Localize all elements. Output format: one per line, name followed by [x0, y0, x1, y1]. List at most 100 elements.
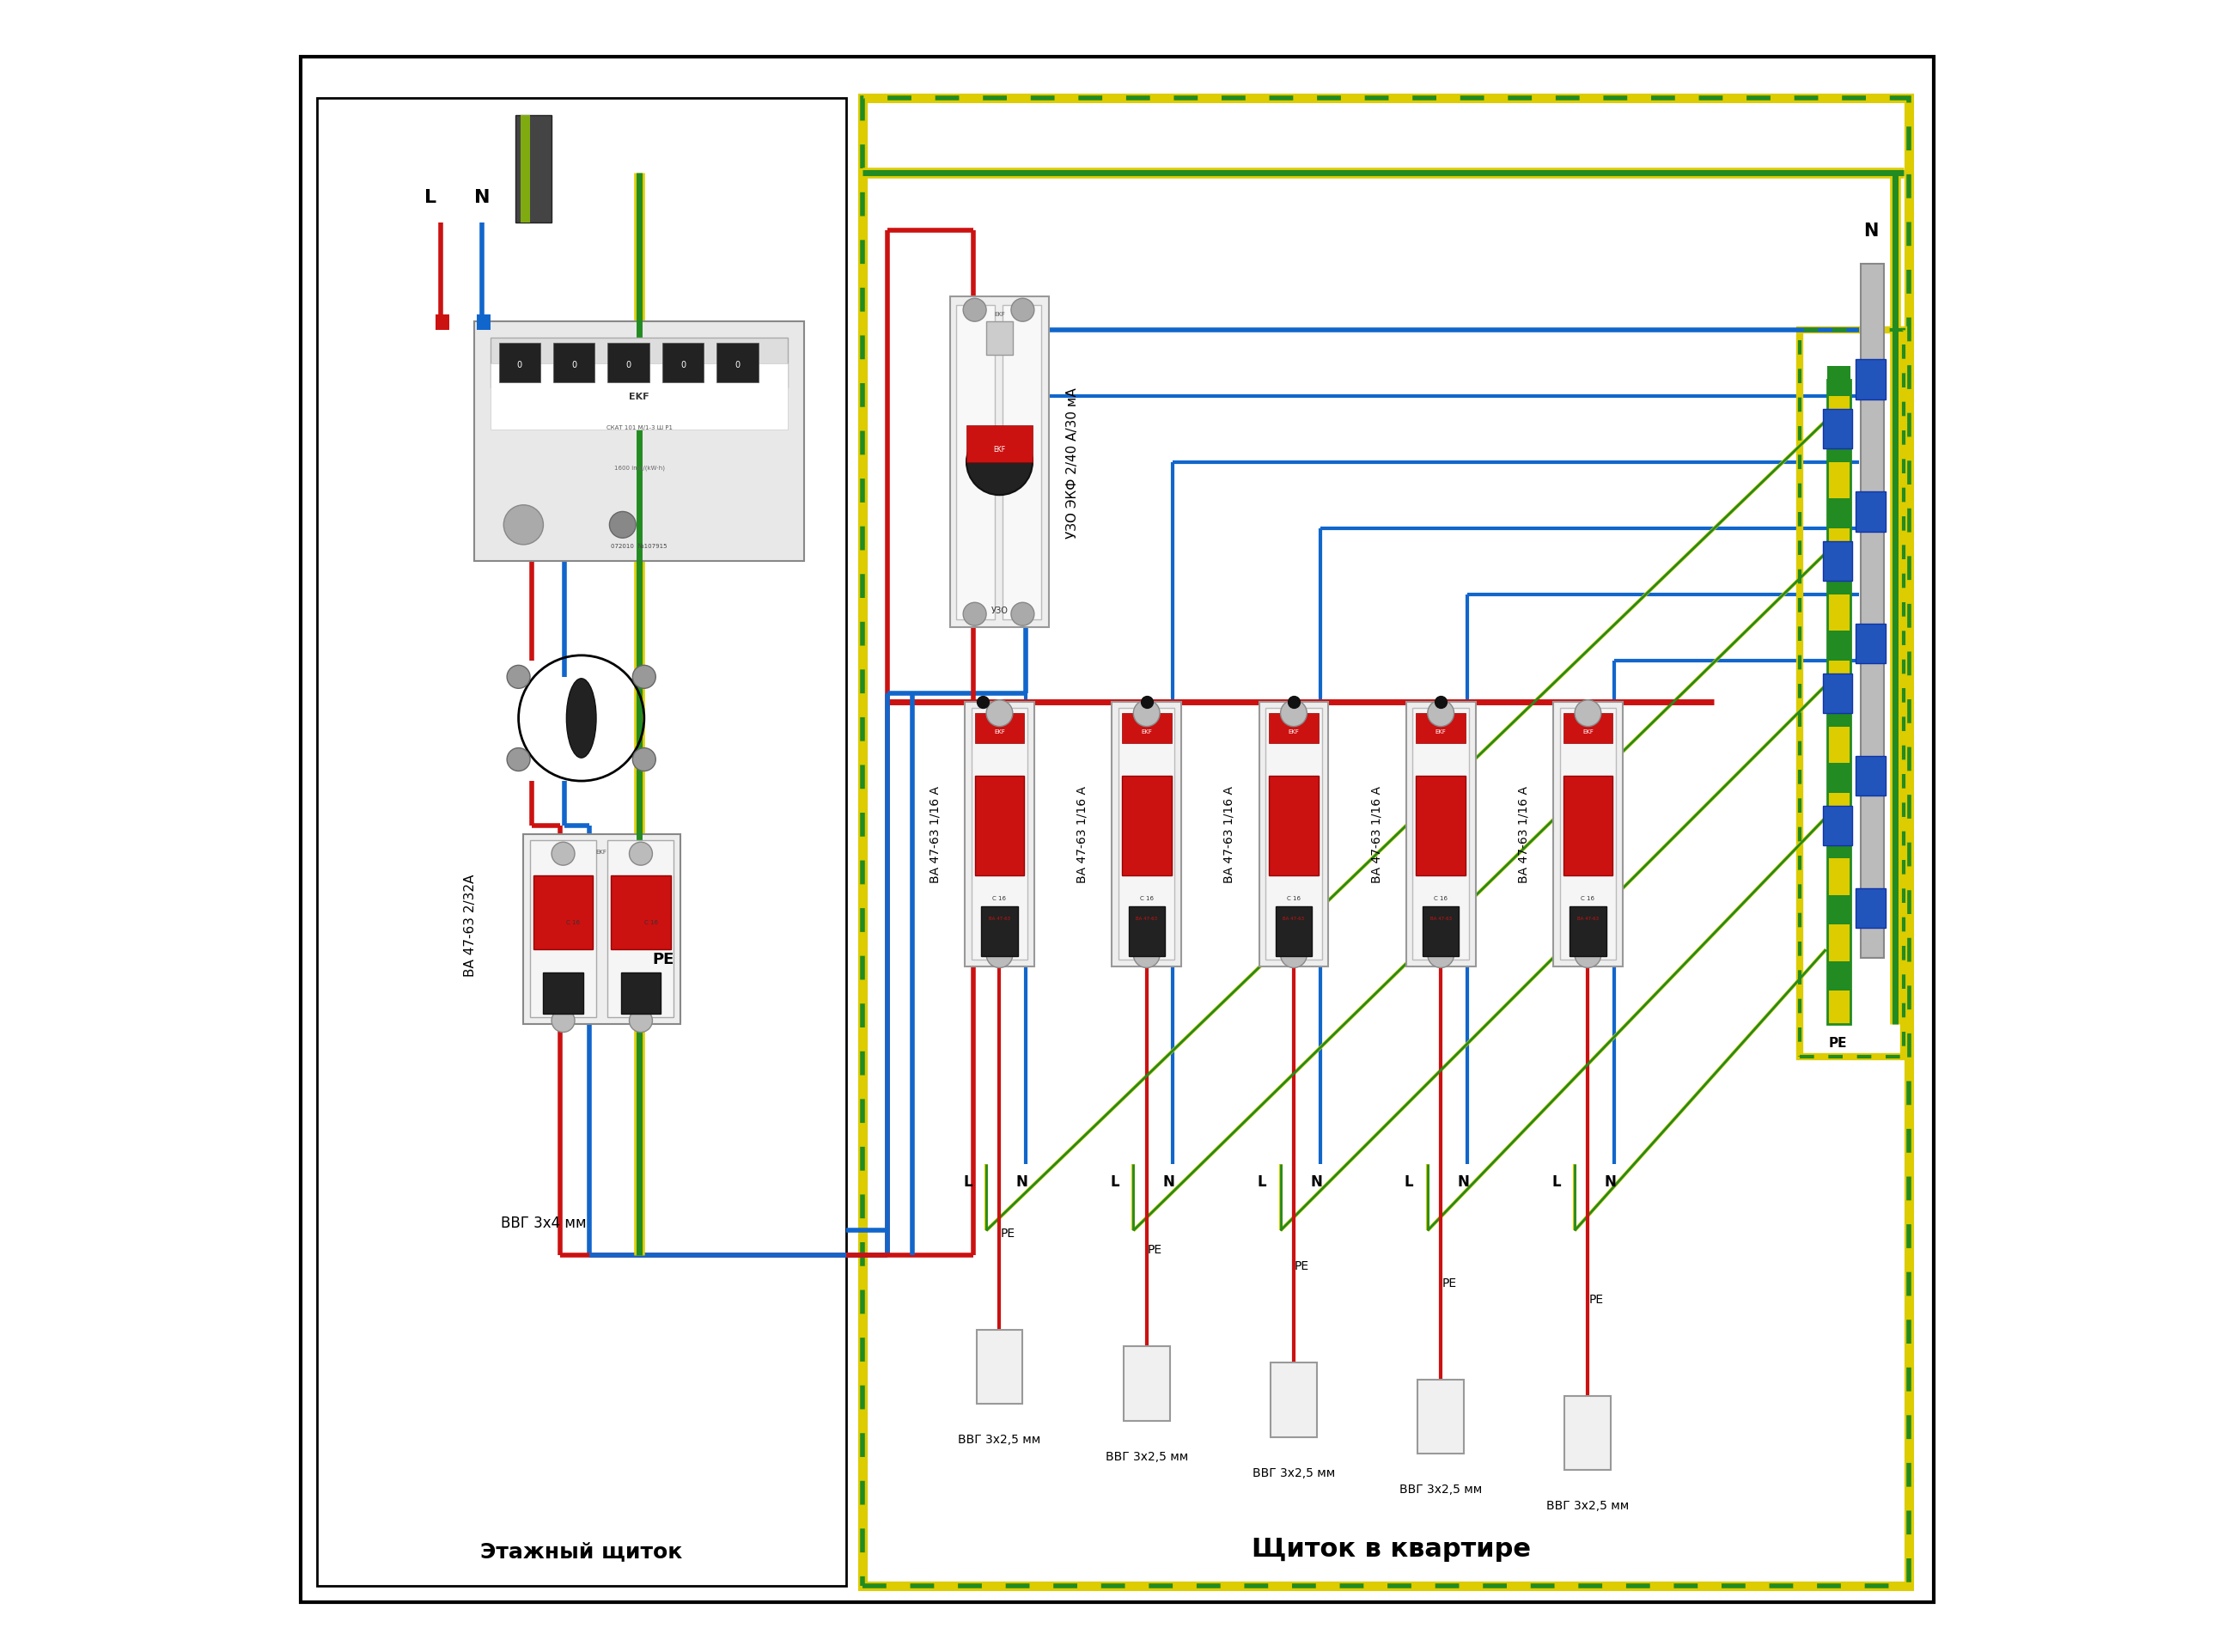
- Bar: [971, 709, 1027, 960]
- Bar: [1799, 330, 1904, 1057]
- Bar: [1823, 542, 1852, 582]
- Circle shape: [1134, 942, 1159, 968]
- Text: C 16: C 16: [993, 895, 1007, 900]
- Text: PE: PE: [1828, 1036, 1848, 1049]
- Bar: [532, 876, 593, 950]
- Text: 072010  №107915: 072010 №107915: [611, 544, 667, 548]
- Text: ВА 47-63: ВА 47-63: [640, 900, 662, 905]
- Bar: [1564, 776, 1613, 876]
- Bar: [1414, 709, 1470, 960]
- Bar: [1423, 907, 1459, 957]
- Bar: [964, 702, 1033, 966]
- Text: ВА 47-63 1/16 А: ВА 47-63 1/16 А: [1371, 786, 1382, 882]
- Bar: [1828, 895, 1850, 925]
- Bar: [987, 322, 1013, 355]
- Text: N: N: [1016, 1175, 1029, 1189]
- Text: N: N: [1604, 1175, 1617, 1189]
- Bar: [1828, 763, 1850, 793]
- Text: N: N: [1456, 1175, 1470, 1189]
- Bar: [1564, 714, 1613, 743]
- Bar: [966, 426, 1033, 463]
- Bar: [1418, 1379, 1463, 1454]
- Text: EKF: EKF: [629, 393, 649, 401]
- Bar: [544, 973, 584, 1014]
- Text: PE: PE: [1000, 1227, 1016, 1239]
- Bar: [476, 316, 490, 330]
- Text: EKF: EKF: [1289, 729, 1300, 735]
- Circle shape: [1427, 942, 1454, 968]
- Bar: [318, 99, 846, 1586]
- Bar: [861, 99, 1908, 1586]
- Bar: [1861, 264, 1884, 958]
- Bar: [1002, 306, 1040, 620]
- Bar: [1552, 702, 1622, 966]
- Circle shape: [1575, 700, 1602, 727]
- Bar: [490, 363, 787, 430]
- Text: C 16: C 16: [566, 920, 579, 925]
- Text: L: L: [964, 1175, 973, 1189]
- Text: PE: PE: [1588, 1294, 1604, 1305]
- Bar: [1828, 367, 1850, 396]
- Bar: [1828, 499, 1850, 529]
- Text: ВВГ 3х2,5 мм: ВВГ 3х2,5 мм: [957, 1434, 1040, 1446]
- Bar: [611, 876, 671, 950]
- Text: L: L: [425, 190, 436, 206]
- Bar: [957, 306, 995, 620]
- Bar: [1828, 829, 1850, 859]
- Circle shape: [964, 299, 987, 322]
- Text: ВА 47-63 1/16 А: ВА 47-63 1/16 А: [1517, 786, 1530, 882]
- Bar: [1570, 907, 1606, 957]
- Text: C 16: C 16: [1582, 895, 1595, 900]
- Bar: [1559, 709, 1615, 960]
- Bar: [1828, 631, 1850, 661]
- Text: Этажный щиток: Этажный щиток: [481, 1541, 682, 1561]
- Text: ВА 47-63: ВА 47-63: [1577, 915, 1599, 920]
- Bar: [1271, 1363, 1318, 1437]
- Bar: [1123, 1346, 1170, 1421]
- Bar: [1127, 907, 1165, 957]
- Bar: [1121, 714, 1172, 743]
- Text: PE: PE: [653, 952, 673, 966]
- Circle shape: [1427, 700, 1454, 727]
- Bar: [608, 344, 649, 383]
- Text: ВА 47-63: ВА 47-63: [561, 900, 584, 905]
- Text: ВВГ 3х2,5 мм: ВВГ 3х2,5 мм: [1400, 1483, 1483, 1495]
- Bar: [1823, 410, 1852, 449]
- Bar: [521, 116, 530, 223]
- Text: ВВГ 3х2,5 мм: ВВГ 3х2,5 мм: [1105, 1450, 1188, 1462]
- Circle shape: [508, 748, 530, 771]
- Bar: [1828, 697, 1850, 727]
- Bar: [716, 344, 758, 383]
- Text: ВА 47-63 2/32А: ВА 47-63 2/32А: [463, 874, 476, 976]
- Circle shape: [1575, 942, 1602, 968]
- Text: N: N: [474, 190, 490, 206]
- Bar: [1823, 674, 1852, 714]
- Circle shape: [1280, 700, 1306, 727]
- Circle shape: [987, 942, 1013, 968]
- Bar: [1857, 889, 1886, 928]
- Circle shape: [966, 430, 1033, 496]
- Text: 0: 0: [517, 360, 521, 370]
- Bar: [1857, 624, 1886, 664]
- Circle shape: [633, 748, 655, 771]
- Circle shape: [987, 700, 1013, 727]
- Bar: [1268, 776, 1318, 876]
- Bar: [436, 316, 450, 330]
- Ellipse shape: [566, 679, 597, 758]
- Text: УЗО: УЗО: [991, 606, 1009, 615]
- Circle shape: [608, 512, 635, 539]
- Text: L: L: [1257, 1175, 1266, 1189]
- Text: 0: 0: [680, 360, 685, 370]
- Circle shape: [964, 603, 987, 626]
- Text: EKF: EKF: [1141, 729, 1152, 735]
- Circle shape: [629, 843, 653, 866]
- Text: ВА 47-63: ВА 47-63: [1282, 915, 1304, 920]
- Bar: [523, 834, 680, 1024]
- Text: 0: 0: [570, 360, 577, 370]
- Bar: [1564, 1396, 1611, 1470]
- Text: C 16: C 16: [1434, 895, 1447, 900]
- Bar: [1857, 492, 1886, 532]
- Bar: [1275, 907, 1311, 957]
- Bar: [975, 776, 1025, 876]
- Text: C 16: C 16: [1286, 895, 1300, 900]
